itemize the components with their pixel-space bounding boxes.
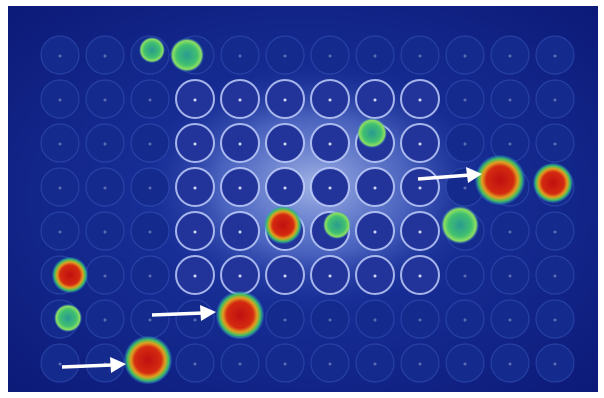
well-center [419, 275, 422, 278]
well-center [284, 143, 287, 146]
well-center [419, 55, 422, 58]
well-center [509, 363, 512, 366]
well-center [329, 99, 332, 102]
fluorescent-well [533, 163, 573, 203]
well-center [104, 187, 107, 190]
well-center [464, 187, 467, 190]
well-center [149, 99, 152, 102]
well-center [419, 363, 422, 366]
well-center [104, 319, 107, 322]
well-center [419, 143, 422, 146]
well-center [59, 231, 62, 234]
well-center [464, 363, 467, 366]
well-center [419, 319, 422, 322]
well-center [239, 143, 242, 146]
well-center [419, 99, 422, 102]
fluorescent-well [170, 38, 204, 72]
well-center [194, 231, 197, 234]
well-center [554, 319, 557, 322]
well-center [239, 187, 242, 190]
fluorescent-well [216, 291, 264, 339]
well-center [59, 363, 62, 366]
well-center [374, 55, 377, 58]
well-center [239, 99, 242, 102]
well-center [509, 275, 512, 278]
well-center [374, 99, 377, 102]
well-center [554, 275, 557, 278]
well-center [419, 231, 422, 234]
well-center [554, 143, 557, 146]
well-center [59, 99, 62, 102]
well-center [329, 275, 332, 278]
well-center [239, 275, 242, 278]
well-center [464, 55, 467, 58]
fluorescent-well [357, 118, 387, 148]
well-center [554, 99, 557, 102]
well-center [464, 319, 467, 322]
well-center [509, 99, 512, 102]
well-center [149, 143, 152, 146]
well-center [374, 187, 377, 190]
well-center [554, 363, 557, 366]
well-center [284, 275, 287, 278]
fluorescent-well [475, 155, 525, 205]
well-center [374, 363, 377, 366]
false-color-plate-image [0, 0, 604, 398]
well-center [239, 363, 242, 366]
well-center [239, 231, 242, 234]
well-center [149, 187, 152, 190]
well-center [554, 55, 557, 58]
fluorescent-well [441, 206, 479, 244]
well-center [149, 231, 152, 234]
well-center [104, 99, 107, 102]
well-center [104, 55, 107, 58]
well-center [284, 319, 287, 322]
fluorescent-well [52, 257, 88, 293]
well-center [149, 319, 152, 322]
well-center [194, 99, 197, 102]
arrow-shaft [152, 313, 203, 315]
well-center [554, 231, 557, 234]
well-center [509, 231, 512, 234]
well-center [464, 99, 467, 102]
well-center [284, 55, 287, 58]
well-center [194, 143, 197, 146]
well-center [194, 363, 197, 366]
fluorescent-well [139, 37, 165, 63]
well-center [104, 275, 107, 278]
well-center [464, 275, 467, 278]
well-center [329, 187, 332, 190]
well-center [104, 143, 107, 146]
well-center [194, 275, 197, 278]
well-center [374, 275, 377, 278]
well-center [329, 143, 332, 146]
page: (() => { const NS = 'http://www.w3.org/2… [0, 0, 604, 398]
well-center [284, 363, 287, 366]
well-center [59, 143, 62, 146]
well-center [329, 55, 332, 58]
fluorescent-well [124, 336, 172, 384]
fluorescent-well [264, 206, 302, 244]
well-center [329, 319, 332, 322]
well-center [149, 275, 152, 278]
well-center [509, 55, 512, 58]
well-center [419, 187, 422, 190]
well-center [59, 55, 62, 58]
well-center [284, 99, 287, 102]
arrow-shaft [62, 365, 112, 367]
fluorescent-well [54, 304, 82, 332]
well-center [374, 319, 377, 322]
well-center [509, 319, 512, 322]
well-center [239, 55, 242, 58]
well-center [509, 143, 512, 146]
well-center [104, 231, 107, 234]
well-center [464, 143, 467, 146]
well-center [374, 231, 377, 234]
well-center [194, 187, 197, 190]
well-center [59, 187, 62, 190]
well-center [194, 319, 197, 322]
well-center [284, 187, 287, 190]
fluorescent-well [323, 211, 351, 239]
well-center [329, 363, 332, 366]
